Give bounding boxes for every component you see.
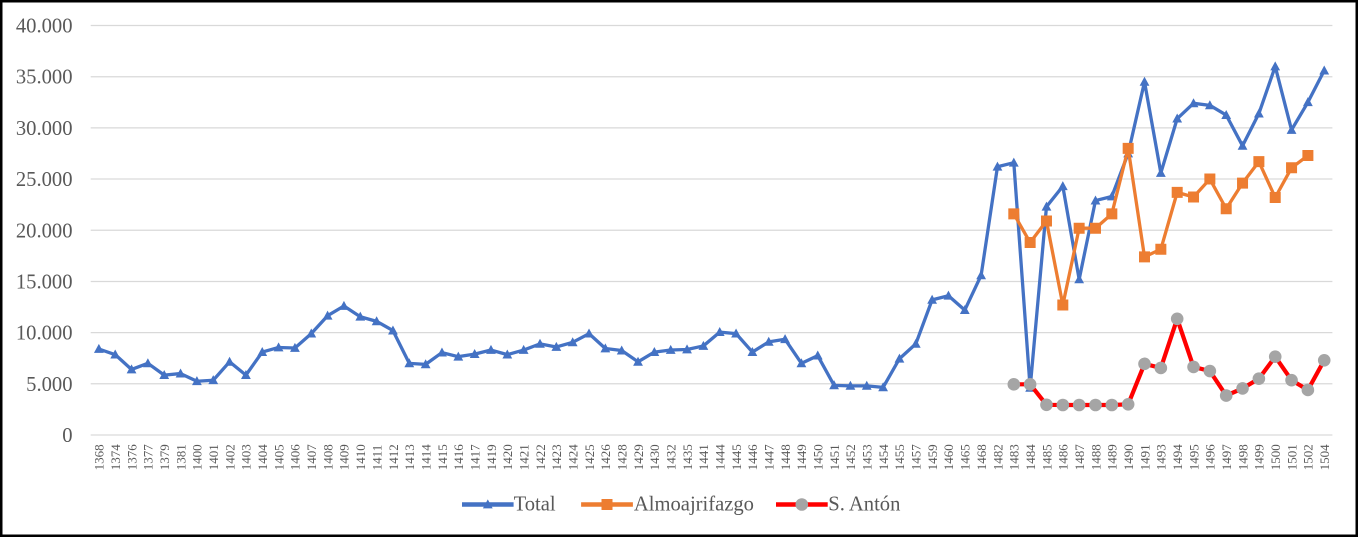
svg-text:1423: 1423: [549, 444, 564, 470]
svg-text:1449: 1449: [794, 444, 809, 470]
svg-text:1417: 1417: [467, 444, 482, 471]
svg-text:1489: 1489: [1105, 444, 1120, 470]
svg-text:1460: 1460: [941, 444, 956, 470]
svg-text:1452: 1452: [843, 444, 858, 470]
svg-text:1465: 1465: [958, 444, 973, 470]
svg-text:1502: 1502: [1301, 444, 1316, 470]
svg-text:1368: 1368: [92, 444, 107, 470]
svg-text:5.000: 5.000: [26, 374, 72, 396]
svg-text:Almoajrifazgo: Almoajrifazgo: [634, 494, 754, 516]
svg-text:10.000: 10.000: [16, 323, 73, 345]
svg-text:1428: 1428: [614, 444, 629, 470]
svg-text:1419: 1419: [484, 444, 499, 470]
svg-text:1468: 1468: [974, 444, 989, 470]
svg-text:1381: 1381: [173, 444, 188, 470]
svg-text:1500: 1500: [1268, 444, 1283, 470]
svg-text:1494: 1494: [1170, 444, 1185, 471]
svg-text:1425: 1425: [582, 444, 597, 470]
svg-text:30.000: 30.000: [16, 118, 73, 140]
svg-text:1410: 1410: [353, 444, 368, 470]
svg-text:1444: 1444: [713, 444, 728, 471]
svg-text:1415: 1415: [435, 444, 450, 470]
svg-text:1406: 1406: [288, 444, 303, 471]
svg-text:1376: 1376: [124, 444, 139, 471]
svg-text:1408: 1408: [320, 444, 335, 470]
svg-text:1482: 1482: [990, 444, 1005, 470]
svg-text:1426: 1426: [598, 444, 613, 471]
svg-text:35.000: 35.000: [16, 67, 73, 89]
svg-text:1486: 1486: [1056, 444, 1071, 471]
svg-text:S. Antón: S. Antón: [828, 494, 900, 516]
svg-text:1432: 1432: [664, 444, 679, 470]
svg-text:1445: 1445: [729, 444, 744, 470]
svg-text:40.000: 40.000: [16, 16, 73, 38]
svg-text:1435: 1435: [680, 444, 695, 470]
svg-text:1499: 1499: [1252, 444, 1267, 470]
svg-text:1403: 1403: [239, 444, 254, 470]
svg-text:1400: 1400: [190, 444, 205, 470]
svg-text:0: 0: [62, 425, 72, 447]
svg-text:1490: 1490: [1121, 444, 1136, 470]
svg-text:1455: 1455: [892, 444, 907, 470]
svg-text:1491: 1491: [1137, 444, 1152, 470]
svg-text:1421: 1421: [516, 444, 531, 470]
svg-text:20.000: 20.000: [16, 220, 73, 242]
svg-text:1424: 1424: [565, 444, 580, 471]
svg-text:1420: 1420: [500, 444, 515, 470]
svg-text:1409: 1409: [337, 444, 352, 470]
svg-text:1495: 1495: [1186, 444, 1201, 470]
svg-text:1377: 1377: [141, 444, 156, 471]
svg-text:1501: 1501: [1284, 444, 1299, 470]
svg-text:1429: 1429: [631, 444, 646, 470]
svg-text:1483: 1483: [1007, 444, 1022, 470]
svg-text:1454: 1454: [876, 444, 891, 471]
svg-text:1504: 1504: [1317, 444, 1332, 471]
svg-text:1430: 1430: [647, 444, 662, 470]
svg-text:25.000: 25.000: [16, 169, 73, 191]
svg-text:1407: 1407: [304, 444, 319, 471]
svg-text:1447: 1447: [762, 444, 777, 471]
svg-text:1448: 1448: [778, 444, 793, 470]
svg-text:1485: 1485: [1039, 444, 1054, 470]
svg-text:1497: 1497: [1219, 444, 1234, 471]
svg-text:1402: 1402: [222, 444, 237, 470]
svg-text:1414: 1414: [418, 444, 433, 471]
svg-text:1401: 1401: [206, 444, 221, 470]
svg-text:1488: 1488: [1088, 444, 1103, 470]
svg-text:1459: 1459: [925, 444, 940, 470]
svg-text:1411: 1411: [369, 445, 384, 471]
svg-text:1374: 1374: [108, 444, 123, 471]
svg-text:1379: 1379: [157, 444, 172, 470]
svg-text:1487: 1487: [1072, 444, 1087, 471]
svg-text:1422: 1422: [533, 444, 548, 470]
svg-text:1451: 1451: [827, 444, 842, 470]
svg-text:1446: 1446: [745, 444, 760, 471]
svg-text:1404: 1404: [255, 444, 270, 471]
svg-text:1413: 1413: [402, 444, 417, 470]
svg-text:1453: 1453: [860, 444, 875, 470]
svg-text:1498: 1498: [1235, 444, 1250, 470]
svg-text:1496: 1496: [1203, 444, 1218, 471]
svg-text:1450: 1450: [811, 444, 826, 470]
svg-text:1412: 1412: [386, 444, 401, 470]
svg-text:1441: 1441: [696, 444, 711, 470]
svg-text:Total: Total: [514, 494, 556, 516]
svg-text:1457: 1457: [909, 444, 924, 471]
svg-text:1405: 1405: [271, 444, 286, 470]
svg-text:1484: 1484: [1023, 444, 1038, 471]
svg-text:15.000: 15.000: [16, 271, 73, 293]
svg-text:1416: 1416: [451, 444, 466, 471]
svg-text:1493: 1493: [1154, 444, 1169, 470]
